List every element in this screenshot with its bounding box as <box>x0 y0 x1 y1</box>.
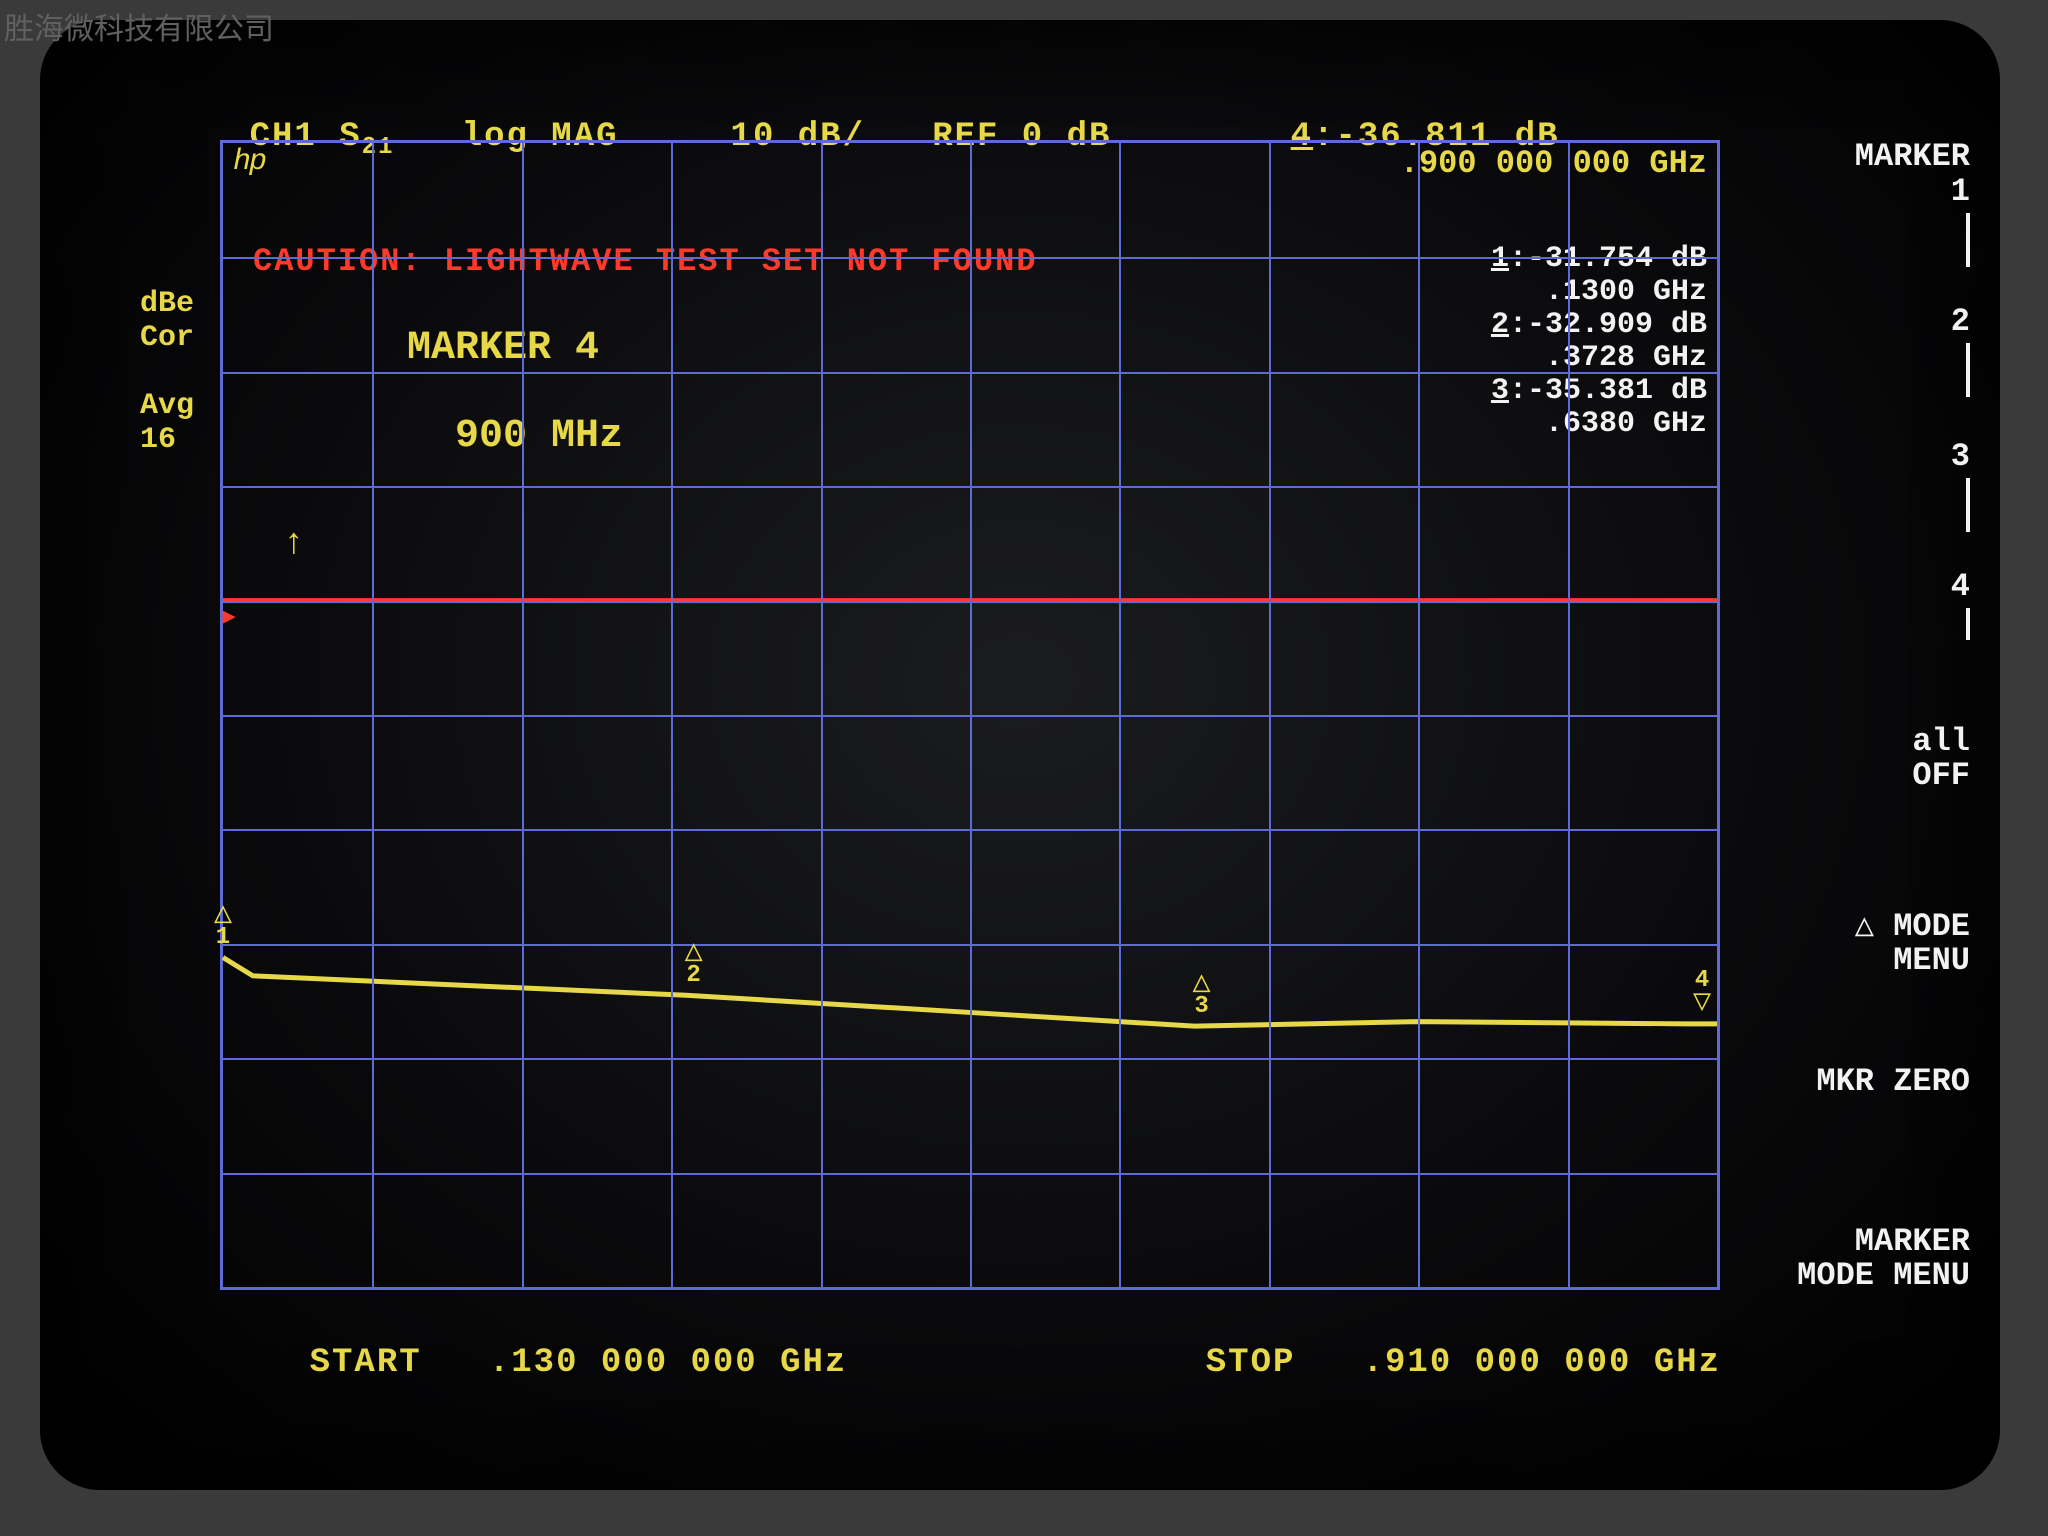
stop-label: STOP <box>1206 1344 1296 1382</box>
marker-4: 4▽ <box>1693 967 1711 1012</box>
stop-val: .910 000 000 GHz <box>1363 1344 1721 1382</box>
gridline-v <box>970 143 972 1287</box>
gridline-v <box>522 143 524 1287</box>
softkey-column: MARKER 1 2 3 4 all OFF △ MODE MENU MKR Z… <box>1740 140 1970 1410</box>
marker-1: △1 <box>214 906 232 951</box>
start-val: .130 000 000 GHz <box>489 1344 847 1382</box>
gridline-v <box>1568 143 1570 1287</box>
softkey-marker-3[interactable]: 3 <box>1951 440 1970 532</box>
watermark-text: 胜海微科技有限公司 <box>4 4 274 48</box>
cor-label: Cor <box>140 322 194 355</box>
start-label: START <box>310 1344 422 1382</box>
dbe-label: dBe <box>140 288 194 321</box>
plot-area: hp .900 000 000 GHz CAUTION: LIGHTWAVE T… <box>220 140 1720 1290</box>
softkey-mkr-zero[interactable]: MKR ZERO <box>1816 1065 1970 1099</box>
footer-line: START .130 000 000 GHz STOP .910 000 000… <box>220 1306 1680 1420</box>
gridline-v <box>372 143 374 1287</box>
avg-label: Avg <box>140 390 194 423</box>
softkey-marker-4[interactable]: 4 <box>1951 570 1970 640</box>
gridline-v <box>821 143 823 1287</box>
softkey-marker-mode-menu[interactable]: MARKER MODE MENU <box>1797 1225 1970 1292</box>
softkey-all-off[interactable]: all OFF <box>1912 725 1970 792</box>
gridline-v <box>1269 143 1271 1287</box>
softkey-mode-menu[interactable]: △ MODE MENU <box>1855 910 1970 977</box>
gridline-v <box>671 143 673 1287</box>
softkey-title: MARKER <box>1855 140 1970 174</box>
gridline-v <box>1418 143 1420 1287</box>
marker-2: △2 <box>685 944 703 989</box>
crt-screen: CH1 S21 log MAG 10 dB/ REF 0 dB 4:-36.81… <box>40 20 2000 1490</box>
softkey-marker-2[interactable]: 2 <box>1951 305 1970 397</box>
softkey-marker-1[interactable]: 1 <box>1951 175 1970 267</box>
marker-3: △3 <box>1193 975 1211 1020</box>
gridline-v <box>1119 143 1121 1287</box>
avg-n-label: 16 <box>140 424 176 457</box>
